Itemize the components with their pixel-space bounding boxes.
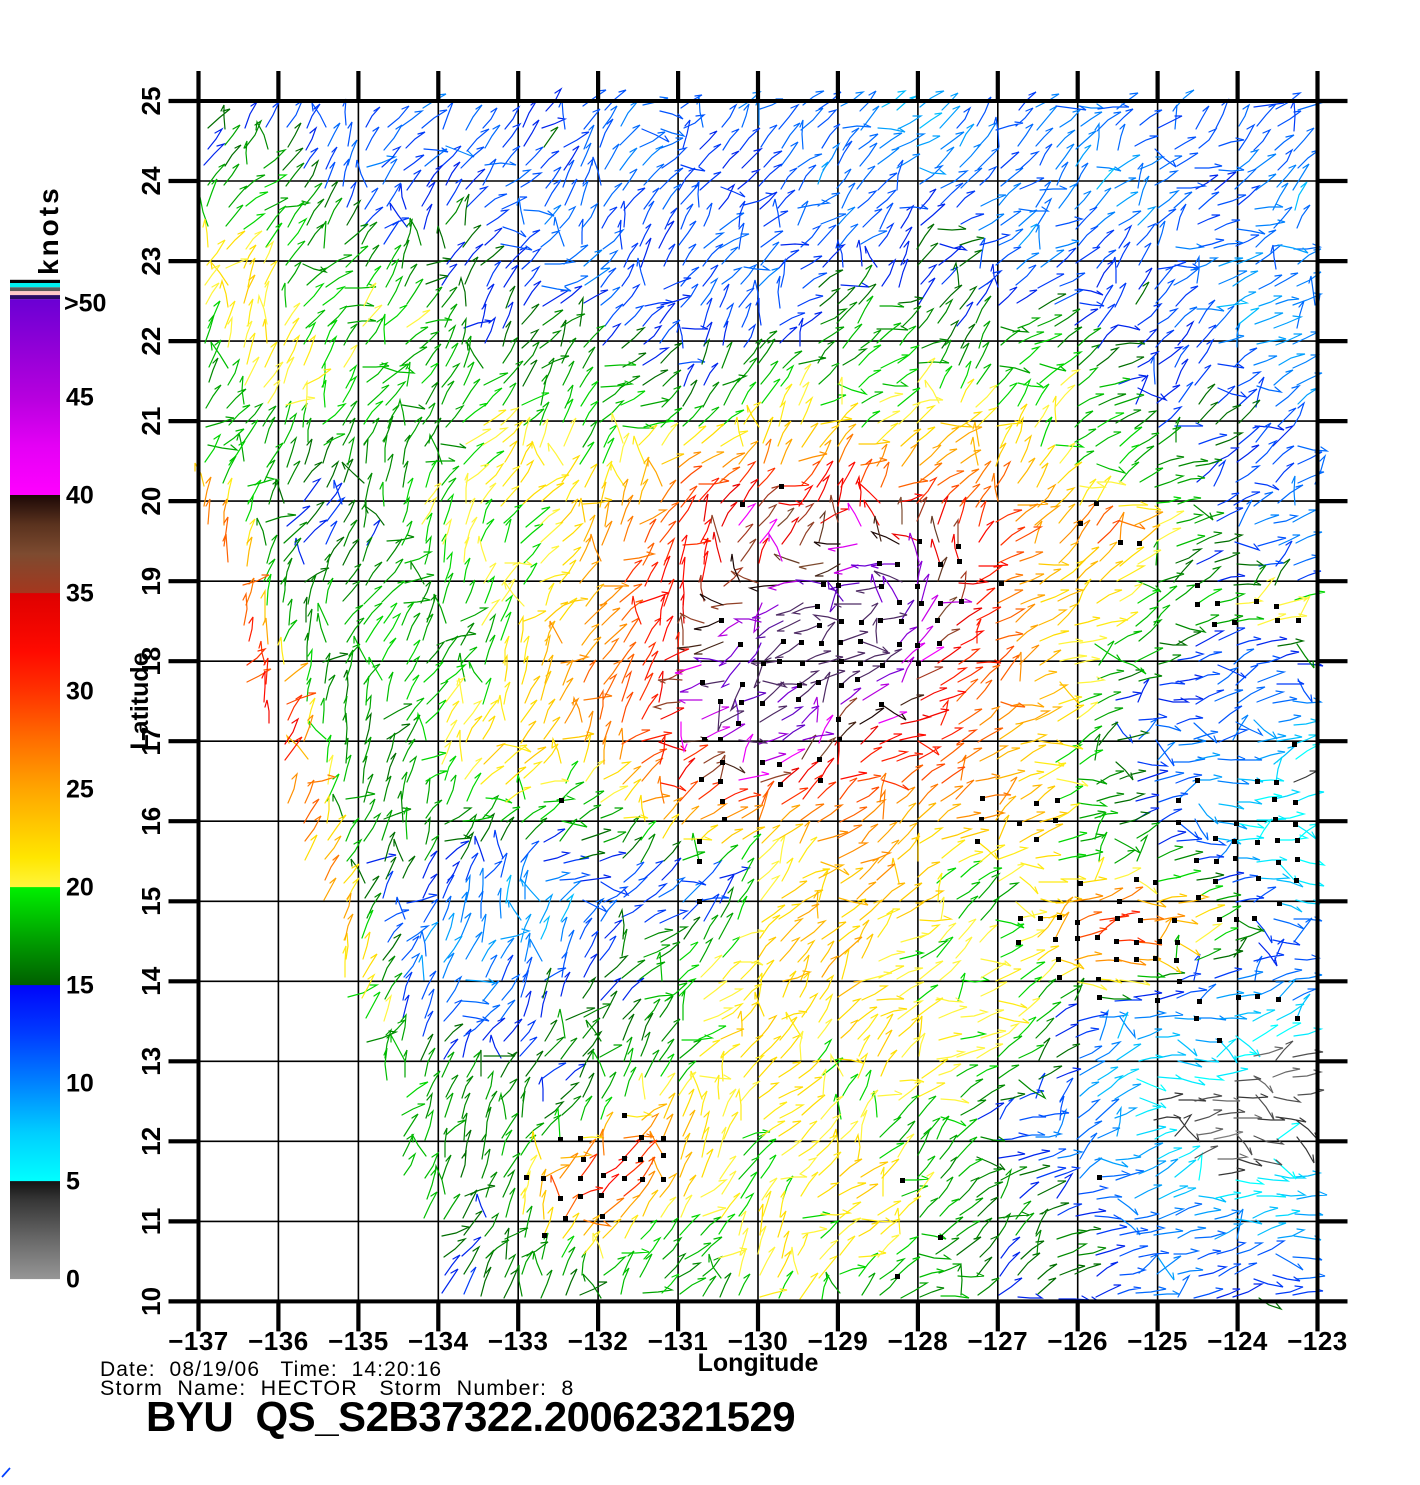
svg-text:−131: −131	[648, 1326, 709, 1356]
svg-text:−135: −135	[328, 1326, 389, 1356]
svg-text:40: 40	[66, 482, 94, 510]
svg-text:−130: −130	[728, 1326, 789, 1356]
svg-text:22: 22	[136, 327, 166, 356]
svg-text:30: 30	[66, 678, 94, 706]
svg-text:Storm Name: HECTOR Storm: Storm Name: HECTOR Storm Number: 8	[100, 1376, 575, 1400]
svg-text:35: 35	[66, 580, 94, 608]
svg-text:−133: −133	[488, 1326, 549, 1356]
svg-text:25: 25	[66, 776, 94, 804]
svg-text:−134: −134	[408, 1326, 469, 1356]
svg-text:13: 13	[136, 1047, 166, 1076]
svg-text:21: 21	[136, 407, 166, 436]
svg-text:20: 20	[136, 487, 166, 516]
svg-text:19: 19	[136, 567, 166, 596]
svg-text:−124: −124	[1207, 1326, 1268, 1356]
svg-text:Latitude: Latitude	[126, 652, 154, 749]
svg-text:5: 5	[66, 1168, 80, 1196]
svg-text:15: 15	[66, 972, 94, 1000]
svg-text:−132: −132	[568, 1326, 629, 1356]
svg-text:−123: −123	[1287, 1326, 1348, 1356]
svg-text:11: 11	[136, 1208, 166, 1236]
svg-text:−125: −125	[1127, 1326, 1188, 1356]
svg-text:10: 10	[66, 1070, 94, 1098]
svg-text:BYU QS_S2B37322.20062321529: BYU QS_S2B37322.20062321529	[146, 1393, 795, 1440]
svg-text:−127: −127	[968, 1326, 1029, 1356]
svg-text:15: 15	[136, 887, 166, 916]
svg-text:12: 12	[136, 1127, 166, 1156]
svg-text:45: 45	[66, 384, 94, 412]
svg-text:−126: −126	[1047, 1326, 1108, 1356]
svg-text:10: 10	[136, 1287, 166, 1316]
svg-text:25: 25	[136, 87, 166, 116]
svg-text:20: 20	[66, 874, 94, 902]
svg-text:18: 18	[136, 647, 166, 676]
svg-text:0: 0	[66, 1266, 80, 1294]
svg-text:14: 14	[136, 966, 166, 995]
svg-text:>50: >50	[64, 290, 106, 318]
svg-text:−128: −128	[888, 1326, 949, 1356]
svg-text:24: 24	[136, 166, 166, 195]
svg-text:Longitude: Longitude	[698, 1349, 819, 1377]
svg-text:−137: −137	[168, 1326, 229, 1356]
svg-text:17: 17	[136, 727, 166, 756]
svg-text:Date: 08/19/06 Time: 14:20: Date: 08/19/06 Time: 14:20:16	[100, 1358, 442, 1381]
svg-text:knots: knots	[33, 185, 64, 275]
svg-text:−136: −136	[248, 1326, 309, 1356]
svg-text:−129: −129	[808, 1326, 869, 1356]
svg-text:16: 16	[136, 807, 166, 836]
svg-text:23: 23	[136, 247, 166, 276]
